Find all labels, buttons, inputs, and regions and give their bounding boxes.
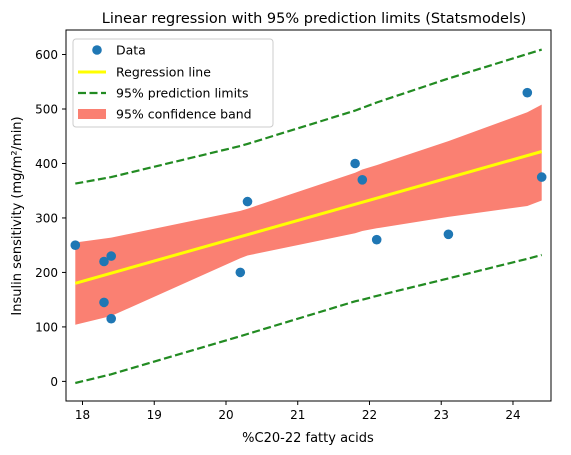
- x-tick-label: 21: [290, 408, 305, 422]
- data-point: [443, 229, 454, 240]
- y-tick-label: 300: [35, 211, 58, 225]
- legend-marker-data: [92, 45, 102, 55]
- regression-line: [74, 150, 543, 285]
- x-tick-label: 23: [434, 408, 449, 422]
- x-tick-label: 22: [362, 408, 377, 422]
- x-tick-label: 19: [147, 408, 162, 422]
- data-point: [235, 267, 246, 278]
- chart-title: Linear regression with 95% prediction li…: [102, 11, 526, 27]
- legend-box: [72, 38, 274, 128]
- data-point: [99, 256, 109, 267]
- data-point: [242, 196, 253, 207]
- prediction-lower-line: [75, 253, 542, 385]
- data-point: [522, 87, 533, 98]
- plot-frame: [65, 29, 552, 402]
- x-axis-label: %C20-22 fatty acids: [242, 431, 374, 446]
- y-axis-label: Insulin sensitivity (mg/m²/min): [10, 116, 25, 315]
- legend: Data Regression line 95% prediction limits…: [72, 38, 274, 128]
- legend-label: 95% confidence band: [116, 107, 252, 122]
- y-tick-label: 0: [50, 375, 58, 389]
- data-point: [357, 175, 368, 185]
- y-tick-label: 200: [35, 266, 58, 280]
- y-tick-label: 400: [35, 157, 58, 171]
- data-point: [536, 172, 547, 182]
- x-tick-label: 20: [218, 408, 233, 422]
- data-point: [106, 251, 116, 261]
- legend-label: Data: [116, 43, 146, 58]
- data-point: [350, 158, 360, 169]
- y-axis-ticks: 0 100 200 300 400 500 600: [35, 48, 66, 389]
- confidence-band: [75, 104, 542, 325]
- y-tick-label: 600: [35, 48, 58, 62]
- x-axis-ticks: 18 19 20 21 22 23 24: [75, 401, 521, 422]
- legend-label: 95% prediction limits: [116, 86, 248, 101]
- data-point: [70, 240, 81, 250]
- plot-layer: [70, 48, 547, 385]
- y-tick-label: 100: [35, 320, 58, 334]
- legend-swatch-confidence: [78, 109, 106, 119]
- legend-label: Regression line: [116, 65, 211, 80]
- y-tick-label: 500: [35, 102, 58, 116]
- data-point: [99, 297, 109, 308]
- legend-items: Data Regression line 95% prediction limits…: [78, 43, 252, 122]
- x-tick-label: 18: [75, 408, 90, 422]
- data-point: [371, 234, 382, 245]
- data-point: [106, 313, 116, 324]
- x-tick-label: 24: [505, 408, 520, 422]
- prediction-upper-line: [75, 48, 543, 185]
